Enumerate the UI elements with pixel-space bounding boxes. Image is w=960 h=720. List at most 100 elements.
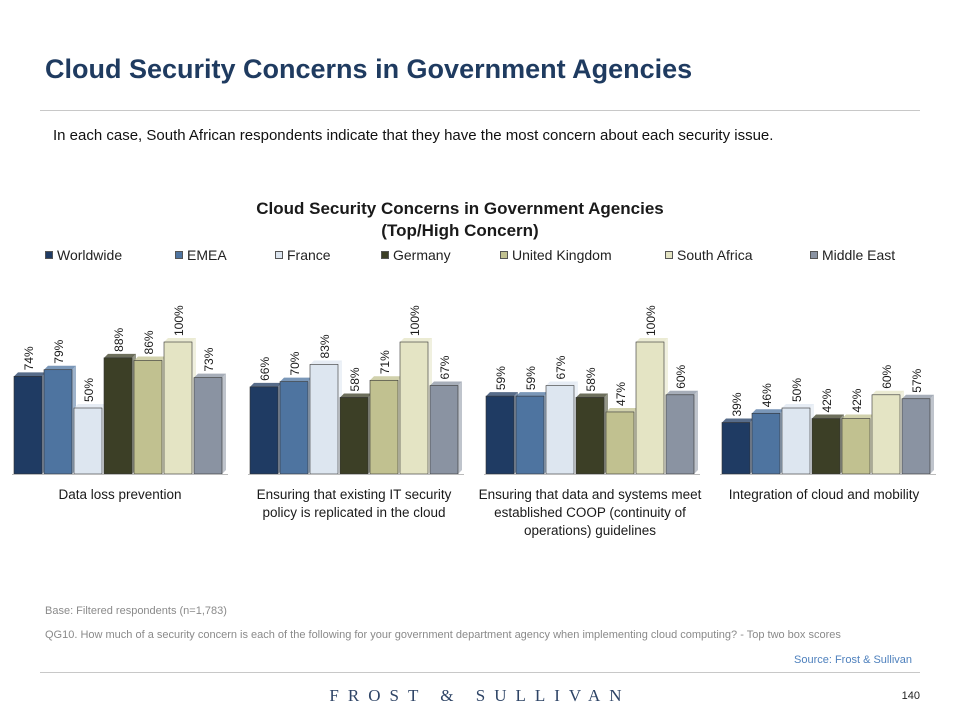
- bar-top: [576, 393, 608, 398]
- legend-label: EMEA: [187, 247, 227, 263]
- bar: [249, 386, 279, 475]
- legend-item: South Africa: [665, 247, 753, 263]
- title-divider: [40, 110, 920, 111]
- base-note: Base: Filtered respondents (n=1,783): [45, 605, 227, 617]
- bar: [43, 369, 73, 475]
- bar: [901, 398, 931, 475]
- bar-value-label: 73%: [202, 347, 216, 371]
- bar-side: [222, 373, 226, 474]
- legend-swatch: [381, 251, 389, 259]
- bar: [309, 364, 339, 475]
- question-note: QG10. How much of a security concern is …: [45, 629, 841, 641]
- bar-top: [516, 392, 548, 397]
- bar-group: 39% 46% 50% 42% 42% 60% 57%: [720, 364, 936, 475]
- bar-top: [902, 394, 934, 399]
- bar-top: [194, 373, 226, 378]
- bar-value-label: 66%: [258, 357, 272, 381]
- bar: [841, 418, 871, 475]
- bar-value-label: 58%: [348, 367, 362, 391]
- bar: [635, 341, 665, 475]
- bar: [545, 385, 575, 475]
- bar: [339, 397, 369, 475]
- bar: [605, 411, 635, 475]
- footer-divider: [40, 672, 920, 673]
- bar-value-label: 59%: [524, 366, 538, 390]
- bar-value-label: 57%: [910, 368, 924, 392]
- bar: [751, 412, 781, 475]
- bar: [485, 395, 515, 475]
- legend-swatch: [810, 251, 818, 259]
- category-label: Data loss prevention: [58, 487, 182, 502]
- bar-top: [250, 382, 282, 387]
- legend-label: Middle East: [822, 247, 896, 263]
- bar-top: [74, 404, 106, 408]
- bar-top: [486, 392, 518, 397]
- bar-top: [44, 365, 76, 370]
- bar: [811, 418, 841, 475]
- intro-text: In each case, South African respondents …: [53, 127, 774, 144]
- bar-value-label: 88%: [112, 327, 126, 351]
- bar-side: [458, 381, 462, 474]
- bar-top: [430, 381, 462, 386]
- chart-title: Cloud Security Concerns in Government Ag…: [160, 198, 760, 242]
- bar-value-label: 70%: [288, 351, 302, 375]
- bar-value-label: 42%: [820, 388, 834, 412]
- bar-value-label: 67%: [554, 355, 568, 379]
- bar: [279, 381, 309, 475]
- legend-item: United Kingdom: [500, 247, 612, 263]
- bar-top: [340, 393, 372, 398]
- page-number: 140: [901, 690, 920, 702]
- bar-value-label: 50%: [82, 378, 96, 402]
- bar-value-label: 39%: [730, 392, 744, 416]
- bar-top: [722, 418, 754, 423]
- bar: [73, 407, 103, 475]
- bar: [369, 379, 399, 475]
- bar: [781, 407, 811, 475]
- bar-top: [872, 390, 904, 395]
- bar-value-label: 86%: [142, 330, 156, 354]
- bar: [163, 341, 193, 475]
- bar-top: [164, 338, 196, 342]
- legend-item: France: [275, 247, 331, 263]
- legend-item: Worldwide: [45, 247, 122, 263]
- frost-sullivan-logo: FROST & SULLIVAN: [329, 686, 631, 705]
- category-label: Ensuring that data and systems meet esta…: [478, 487, 702, 538]
- bar-top: [636, 338, 668, 342]
- bar-value-label: 50%: [790, 378, 804, 402]
- bar: [871, 394, 901, 475]
- bar-value-label: 67%: [438, 355, 452, 379]
- bar-top: [782, 404, 814, 408]
- bar-value-label: 60%: [674, 364, 688, 388]
- bar: [399, 341, 429, 475]
- bar: [665, 394, 695, 475]
- bar-top: [842, 414, 874, 419]
- legend-label: South Africa: [677, 247, 753, 263]
- bar-top: [606, 407, 638, 412]
- bar: [13, 376, 43, 475]
- bar-top: [666, 390, 698, 395]
- bar: [133, 360, 163, 475]
- legend-label: Germany: [393, 247, 451, 263]
- bar-value-label: 58%: [584, 367, 598, 391]
- bar-top: [310, 360, 342, 365]
- legend-label: France: [287, 247, 331, 263]
- legend-item: Middle East: [810, 247, 895, 263]
- source-note: Source: Frost & Sullivan: [794, 654, 912, 666]
- bar-top: [400, 338, 432, 342]
- category-label: Ensuring that existing IT security polic…: [256, 487, 452, 520]
- bar-value-label: 47%: [614, 382, 628, 406]
- bar-top: [370, 376, 402, 381]
- bar-top: [14, 372, 46, 377]
- bar-value-label: 71%: [378, 350, 392, 374]
- legend-swatch: [275, 251, 283, 259]
- bar-top: [134, 356, 166, 361]
- legend-swatch: [665, 251, 673, 259]
- bar-value-label: 42%: [850, 388, 864, 412]
- bar-group: 66% 70% 83% 58% 71% 100% 67%: [248, 305, 464, 475]
- bar-top: [280, 377, 312, 382]
- chart-title-line2: (Top/High Concern): [381, 221, 539, 240]
- bar-value-label: 46%: [760, 383, 774, 407]
- bar-top: [104, 353, 136, 358]
- bar: [721, 422, 751, 475]
- bar-value-label: 100%: [644, 305, 658, 336]
